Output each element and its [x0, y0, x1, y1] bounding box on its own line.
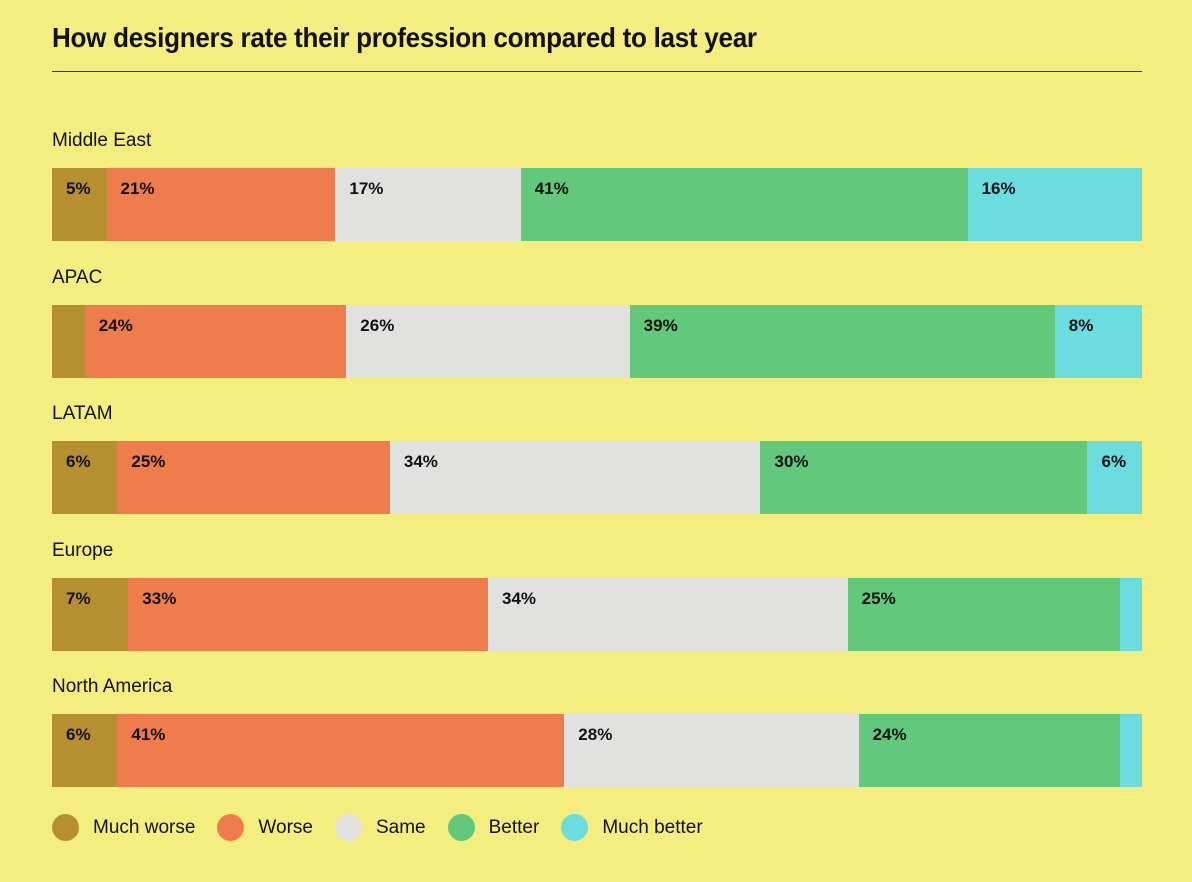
segment-worse-apac: 24%	[84, 304, 347, 378]
legend-item-much-better: Much better	[561, 814, 703, 841]
segment-much-worse-latam: 6%	[52, 441, 118, 514]
legend-label: Worse	[258, 816, 313, 838]
legend-label: Same	[375, 816, 426, 838]
data-label: 21%	[120, 179, 155, 198]
data-label: 6%	[66, 725, 91, 744]
bar-apac: 24% 26% 39% 8%	[52, 304, 1142, 378]
bar-europe: 7% 33% 34% 25%	[52, 577, 1142, 651]
data-label: 5%	[66, 179, 91, 198]
segment-much-better-latam: 6%	[1087, 441, 1142, 514]
legend-swatch-same	[334, 814, 362, 841]
title-divider	[52, 71, 1142, 72]
legend-swatch-much-worse	[52, 814, 79, 841]
legend-label: Much worse	[93, 816, 196, 838]
data-label: 7%	[66, 588, 91, 608]
legend-label: Better	[488, 816, 540, 838]
legend-swatch-better	[447, 814, 475, 841]
region-label-latam: LATAM	[52, 403, 113, 424]
data-label: 8%	[1068, 315, 1094, 335]
segment-much-worse-north-america: 6%	[52, 714, 118, 787]
legend-item-same: Same	[334, 814, 426, 841]
data-label: 25%	[131, 452, 166, 471]
segment-worse-north-america: 41%	[117, 714, 565, 787]
data-label: 16%	[981, 179, 1016, 198]
segment-much-worse-middle-east: 5%	[52, 168, 107, 241]
segment-same-latam: 34%	[389, 441, 761, 514]
data-label: 33%	[142, 588, 177, 608]
bar-middle-east: 5% 21% 17% 41% 16%	[52, 168, 1142, 241]
region-label-middle-east: Middle East	[52, 130, 152, 151]
data-label: 25%	[861, 588, 896, 608]
segment-same-north-america: 28%	[564, 714, 859, 787]
segment-worse-middle-east: 21%	[106, 168, 336, 241]
legend: Much worse Worse Same Better Much better	[52, 814, 725, 841]
segment-worse-latam: 25%	[117, 441, 390, 514]
segment-same-apac: 26%	[346, 304, 630, 378]
legend-item-worse: Worse	[217, 814, 313, 841]
data-label: 28%	[578, 725, 613, 744]
data-label: 34%	[403, 452, 438, 471]
segment-much-better-north-america	[1120, 714, 1142, 787]
chart-title: How designers rate their profession comp…	[52, 22, 757, 53]
legend-swatch-much-better	[561, 814, 589, 841]
bar-latam: 6% 25% 34% 30% 6%	[52, 441, 1142, 514]
data-label: 41%	[131, 725, 166, 744]
data-label: 6%	[1101, 452, 1127, 471]
legend-item-better: Better	[447, 814, 540, 841]
segment-much-better-apac: 8%	[1054, 304, 1142, 378]
segment-much-worse-europe: 7%	[52, 577, 129, 651]
data-label: 30%	[774, 452, 809, 471]
data-label: 41%	[534, 179, 569, 198]
segment-much-worse-apac	[52, 304, 85, 378]
data-label: 26%	[360, 315, 395, 335]
segment-better-apac: 39%	[629, 304, 1055, 378]
segment-worse-europe: 33%	[128, 577, 488, 651]
segment-better-europe: 25%	[847, 577, 1121, 651]
legend-label: Much better	[602, 816, 703, 838]
segment-same-europe: 34%	[487, 577, 848, 651]
data-label: 34%	[501, 588, 537, 608]
segment-same-middle-east: 17%	[335, 168, 521, 241]
region-label-north-america: North America	[52, 676, 173, 697]
region-label-europe: Europe	[52, 539, 114, 561]
bar-north-america: 6% 41% 28% 24%	[52, 714, 1142, 787]
data-label: 24%	[872, 725, 907, 744]
segment-much-better-europe	[1120, 577, 1142, 651]
segment-much-better-middle-east: 16%	[967, 168, 1142, 241]
legend-swatch-worse	[217, 814, 245, 841]
segment-better-north-america: 24%	[858, 714, 1121, 787]
data-label: 17%	[349, 179, 384, 198]
data-label: 24%	[98, 315, 133, 335]
segment-better-latam: 30%	[760, 441, 1088, 514]
segment-better-middle-east: 41%	[520, 168, 968, 241]
region-label-apac: APAC	[52, 266, 103, 288]
legend-item-much-worse: Much worse	[52, 814, 195, 841]
data-label: 39%	[643, 315, 678, 335]
data-label: 6%	[66, 452, 91, 471]
